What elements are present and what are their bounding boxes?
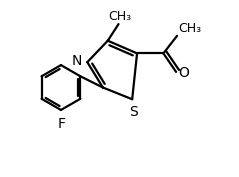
Text: S: S <box>129 105 137 119</box>
Text: CH₃: CH₃ <box>108 10 131 22</box>
Text: F: F <box>58 117 66 131</box>
Text: CH₃: CH₃ <box>178 22 201 35</box>
Text: N: N <box>72 54 82 68</box>
Text: O: O <box>179 66 189 80</box>
